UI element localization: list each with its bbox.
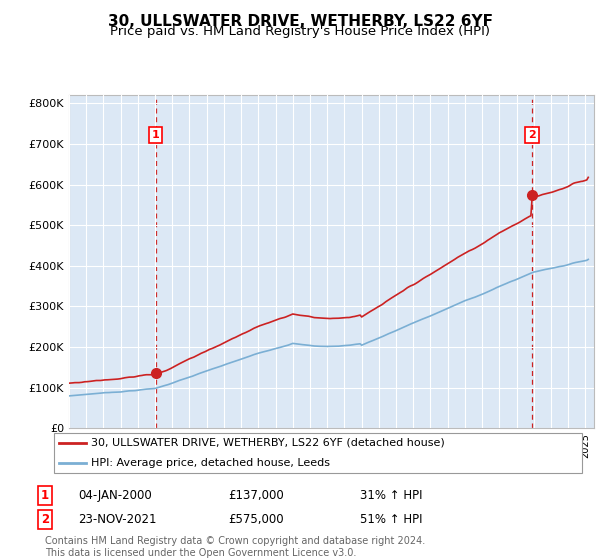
Text: £575,000: £575,000: [228, 513, 284, 526]
Text: 2: 2: [41, 513, 49, 526]
Text: Contains HM Land Registry data © Crown copyright and database right 2024.
This d: Contains HM Land Registry data © Crown c…: [45, 536, 425, 558]
Text: 1: 1: [152, 130, 160, 140]
Text: £137,000: £137,000: [228, 489, 284, 502]
FancyBboxPatch shape: [54, 433, 582, 473]
Text: 30, ULLSWATER DRIVE, WETHERBY, LS22 6YF: 30, ULLSWATER DRIVE, WETHERBY, LS22 6YF: [107, 14, 493, 29]
Text: 1: 1: [41, 489, 49, 502]
Text: 51% ↑ HPI: 51% ↑ HPI: [360, 513, 422, 526]
Text: 2: 2: [528, 130, 536, 140]
Text: Price paid vs. HM Land Registry's House Price Index (HPI): Price paid vs. HM Land Registry's House …: [110, 25, 490, 38]
Text: 31% ↑ HPI: 31% ↑ HPI: [360, 489, 422, 502]
Text: 04-JAN-2000: 04-JAN-2000: [78, 489, 152, 502]
Text: HPI: Average price, detached house, Leeds: HPI: Average price, detached house, Leed…: [91, 458, 330, 468]
Text: 23-NOV-2021: 23-NOV-2021: [78, 513, 157, 526]
Text: 30, ULLSWATER DRIVE, WETHERBY, LS22 6YF (detached house): 30, ULLSWATER DRIVE, WETHERBY, LS22 6YF …: [91, 438, 445, 448]
